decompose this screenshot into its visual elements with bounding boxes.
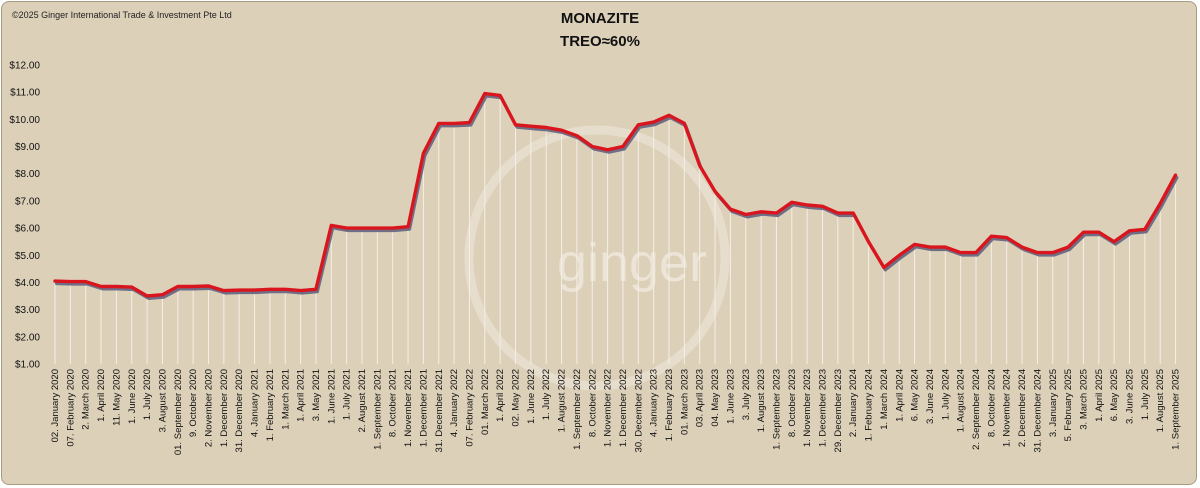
x-tick-label: 1. November 2024 [1002,369,1013,447]
y-tick-label: $4.00 [15,278,40,289]
y-tick-label: $3.00 [15,305,40,316]
x-tick-label: 3. July 2023 [741,369,752,420]
x-tick-label: 1. April 2022 [495,369,506,422]
x-tick-label: 1. September 2023 [771,369,782,450]
x-tick-label: 1. February 2023 [664,369,675,441]
x-tick-label: 1. September 2022 [572,369,583,450]
x-tick-label: 8. October 2023 [787,369,798,437]
x-tick-label: 1. September 2021 [372,369,383,450]
y-tick-label: $8.00 [15,169,40,180]
x-tick-label: 1. August 2025 [1155,369,1166,432]
x-tick-label: 30. December 2022 [633,369,644,452]
x-tick-label: 1. June 2020 [127,369,138,424]
series-line-shadow [55,94,1179,300]
x-tick-label: 2. August 2021 [357,369,368,432]
x-tick-label: 1. September 2025 [1171,369,1182,450]
x-tick-label: 1. July 2020 [142,369,153,420]
x-tick-label: 02. May 2022 [511,369,522,427]
x-tick-label: 1. June 2023 [725,369,736,424]
y-tick-label: $9.00 [15,142,40,153]
y-tick-label: $6.00 [15,224,40,235]
y-tick-label: $11.00 [10,88,40,99]
x-tick-label: 31. December 2021 [434,369,445,452]
x-tick-label: 03. April 2023 [695,369,706,427]
x-tick-label: 4. January 2023 [649,369,660,437]
chart-title: MONAZITE [560,10,640,27]
x-tick-label: 6. May 2025 [1109,369,1120,421]
x-tick-label: 1. December 2021 [418,369,429,447]
x-tick-label: 1. March 2024 [879,369,890,430]
x-tick-label: 01. March 2023 [679,369,690,435]
x-tick-label: 1. November 2021 [403,369,414,447]
x-tick-label: 1. November 2023 [802,369,813,447]
y-tick-label: $5.00 [15,251,40,262]
y-tick-label: $1.00 [15,360,40,371]
x-tick-label: 1. August 2023 [756,369,767,432]
x-tick-label: 1. August 2024 [956,369,967,432]
x-tick-label: 1. April 2021 [296,369,307,422]
x-tick-label: 3. August 2020 [157,369,168,432]
chart-subtitle: TREO≈60% [560,33,640,50]
y-tick-label: $7.00 [15,196,40,207]
x-tick-label: 1. August 2022 [557,369,568,432]
x-tick-label: 3. May 2021 [311,369,322,421]
x-tick-label: 1. June 2022 [526,369,537,424]
x-tick-label: 2. January 2024 [848,369,859,437]
x-tick-label: 02. January 2020 [50,369,61,442]
x-tick-label: 29. December 2023 [833,369,844,452]
x-tick-label: 3. June 2024 [925,369,936,424]
x-tick-label: 8. October 2024 [986,369,997,437]
x-tick-label: 07. February 2020 [65,369,76,447]
x-tick-label: 07. February 2022 [464,369,475,447]
y-tick-label: $10.00 [9,115,40,126]
x-tick-label: 3. January 2025 [1048,369,1059,437]
x-tick-label: 1. December 2023 [818,369,829,447]
x-tick-label: 3. June 2025 [1125,369,1136,424]
ginger-watermark: ginger [464,125,730,391]
x-tick-label: 1. April 2025 [1094,369,1105,422]
copyright-notice: ©2025 Ginger International Trade & Inves… [12,10,232,20]
series-line [53,91,1178,298]
x-tick-label: 1. March 2021 [280,369,291,430]
x-tick-label: 1. December 2022 [618,369,629,447]
x-tick-label: 04. May 2023 [710,369,721,427]
x-tick-label: 1. June 2021 [326,369,337,424]
x-tick-label: 6. May 2024 [910,369,921,421]
x-tick-label: 9. October 2020 [188,369,199,437]
x-tick-label: 1. April 2020 [96,369,107,422]
x-tick-label: 8. October 2022 [587,369,598,437]
x-tick-label: 3. March 2025 [1078,369,1089,430]
x-tick-label: 2. March 2020 [81,369,92,430]
x-tick-label: 1. July 2024 [940,369,951,420]
x-tick-label: 31. December 2024 [1032,369,1043,452]
x-tick-label: 4. January 2022 [449,369,460,437]
x-tick-label: 8. October 2021 [388,369,399,437]
x-tick-label: 1. July 2025 [1140,369,1151,420]
x-tick-label: 01. September 2020 [173,369,184,455]
x-tick-label: 1. July 2021 [342,369,353,420]
x-tick-label: 1. April 2024 [894,369,905,422]
x-tick-label: 1. December 2020 [219,369,230,447]
y-tick-label: $12.00 [9,61,40,72]
x-tick-label: 1. November 2022 [603,369,614,447]
watermark-text: ginger [557,233,707,293]
drop-lines [54,93,1177,364]
x-axis: 02. January 2020 07. February 2020 2. Marc… [50,369,1182,455]
x-tick-label: 1. February 2021 [265,369,276,441]
x-tick-label: 2. December 2024 [1017,369,1028,447]
x-tick-label: 1. February 2024 [864,369,875,441]
x-tick-label: 01. March 2022 [480,369,491,435]
x-tick-label: 4. January 2021 [250,369,261,437]
x-tick-label: 5. February 2025 [1063,369,1074,441]
x-tick-label: 11. May 2020 [111,369,122,426]
x-tick-label: 31. December 2020 [234,369,245,452]
y-tick-label: $2.00 [15,332,40,343]
series-lines [53,91,1179,300]
y-axis: $1.00 $2.00 $3.00 $4.00 $5.00 $6.00 $7.00 $8.00… [9,61,40,371]
x-tick-label: 2. November 2020 [204,369,215,447]
x-tick-label: 2. September 2024 [971,369,982,450]
x-tick-label: 1. July 2022 [541,369,552,420]
